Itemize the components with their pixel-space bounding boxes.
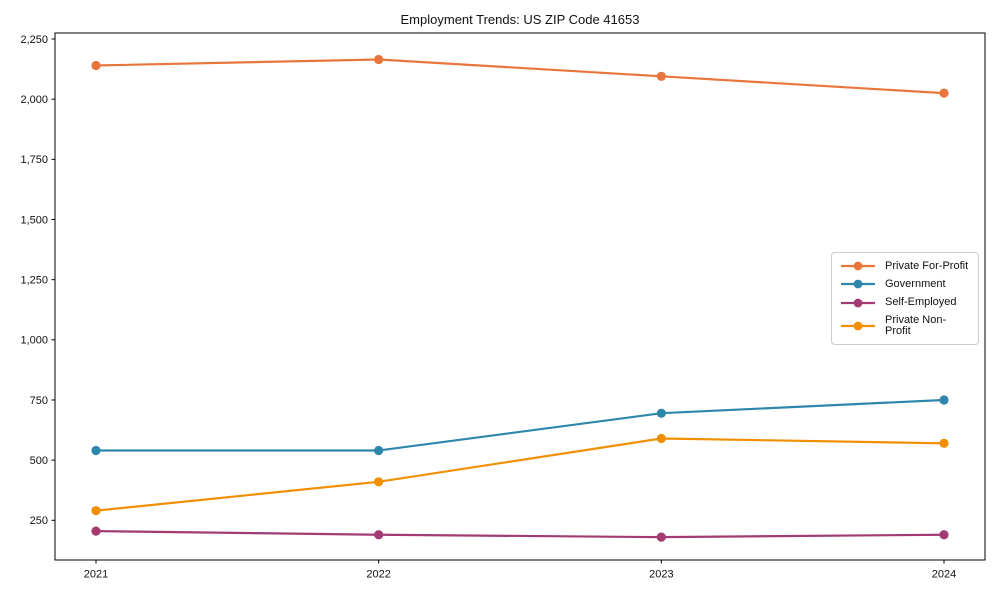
data-point bbox=[656, 408, 666, 418]
data-point bbox=[939, 395, 949, 405]
legend-label: Self-Employed bbox=[885, 296, 957, 309]
data-point bbox=[91, 445, 101, 456]
y-tick-label: 500 bbox=[30, 455, 48, 467]
x-tick-label: 2022 bbox=[366, 569, 390, 581]
legend-label: Private Non-Profit bbox=[885, 313, 947, 337]
y-tick-label: 2,250 bbox=[20, 34, 48, 46]
legend-item-self-employed: Self-Employed bbox=[840, 297, 970, 309]
x-tick-label: 2024 bbox=[932, 569, 956, 581]
legend-line-marker-icon bbox=[841, 261, 875, 271]
plot-frame bbox=[54, 32, 986, 561]
series-line-2 bbox=[94, 530, 946, 539]
legend-label: Government bbox=[885, 277, 946, 290]
series-line-0 bbox=[94, 58, 946, 95]
legend-line-marker-icon bbox=[841, 321, 875, 331]
y-tick-label: 1,000 bbox=[20, 335, 48, 347]
data-point bbox=[656, 532, 666, 542]
data-point bbox=[91, 60, 101, 71]
y-tick-label: 1,500 bbox=[20, 214, 48, 226]
data-point bbox=[91, 526, 101, 536]
data-point bbox=[939, 438, 949, 448]
data-point bbox=[91, 506, 101, 516]
data-point bbox=[939, 88, 949, 98]
chart-legend: Private For-Profit Government Self-Emplo… bbox=[831, 252, 979, 345]
series-line-3 bbox=[94, 437, 946, 512]
data-point bbox=[374, 477, 384, 487]
data-point bbox=[656, 71, 666, 81]
legend-line-marker-icon bbox=[841, 279, 875, 289]
legend-line-marker-icon bbox=[841, 298, 875, 308]
data-point bbox=[939, 530, 949, 540]
legend-item-private-non-profit: Private Non-Profit bbox=[840, 313, 970, 337]
data-point bbox=[374, 445, 384, 456]
data-point bbox=[656, 433, 666, 444]
y-tick-label: 2,000 bbox=[20, 94, 48, 106]
data-point bbox=[374, 54, 384, 65]
legend-item-private-for-profit: Private For-Profit bbox=[840, 260, 970, 272]
legend-item-government: Government bbox=[840, 278, 970, 290]
y-tick-label: 750 bbox=[30, 395, 48, 407]
x-tick-label: 2021 bbox=[84, 569, 108, 581]
data-point bbox=[374, 530, 384, 540]
y-tick-label: 1,750 bbox=[20, 154, 48, 166]
x-tick-label: 2023 bbox=[649, 569, 673, 581]
y-tick-label: 1,250 bbox=[20, 274, 48, 286]
chart-title: Employment Trends: US ZIP Code 41653 bbox=[400, 12, 640, 27]
series-line-1 bbox=[94, 398, 946, 452]
y-tick-label: 250 bbox=[30, 515, 48, 527]
legend-label: Private For-Profit bbox=[885, 259, 969, 272]
